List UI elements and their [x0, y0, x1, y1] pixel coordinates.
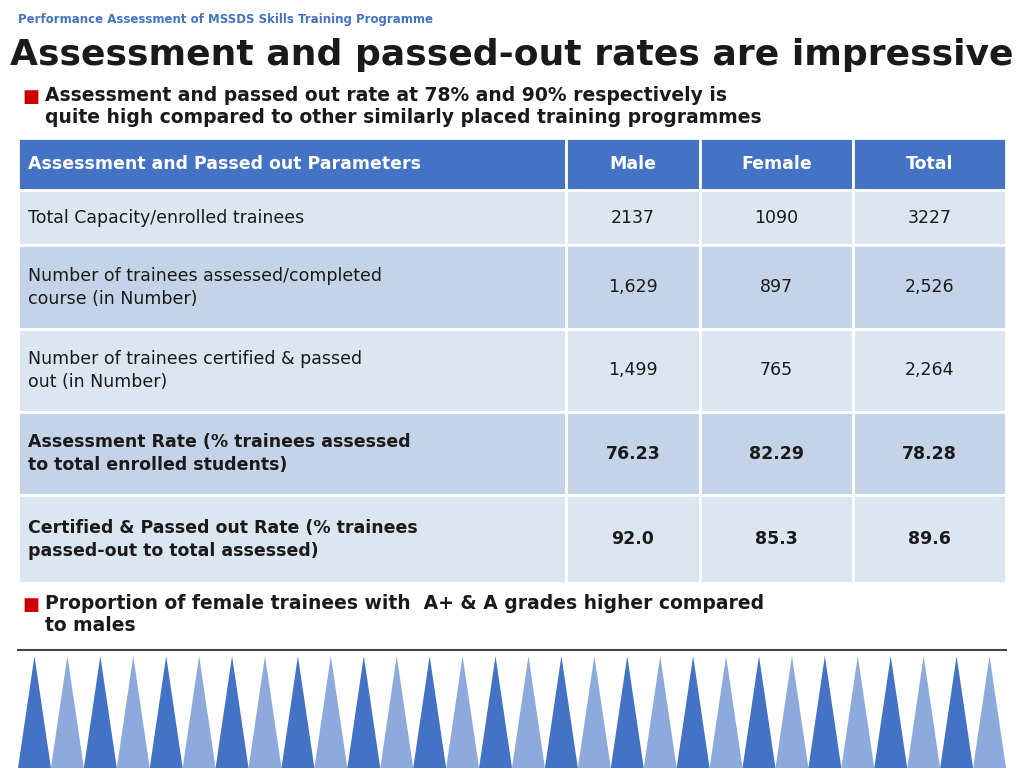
Text: 1,499: 1,499: [608, 361, 657, 379]
Polygon shape: [216, 656, 249, 768]
Polygon shape: [182, 656, 216, 768]
Bar: [18, 246, 566, 329]
Polygon shape: [249, 656, 282, 768]
Polygon shape: [775, 656, 808, 768]
Text: 78.28: 78.28: [902, 445, 956, 462]
Text: 82.29: 82.29: [749, 445, 804, 462]
Bar: [18, 190, 566, 246]
Bar: [699, 329, 853, 412]
Polygon shape: [710, 656, 742, 768]
Text: 92.0: 92.0: [611, 530, 654, 548]
Text: ■: ■: [22, 88, 39, 106]
Bar: [566, 329, 699, 412]
Polygon shape: [808, 656, 842, 768]
Polygon shape: [578, 656, 610, 768]
Polygon shape: [282, 656, 314, 768]
Polygon shape: [842, 656, 874, 768]
Bar: [853, 329, 1006, 412]
Text: 3227: 3227: [907, 209, 951, 227]
Text: Assessment and passed out rate at 78% and 90% respectively is: Assessment and passed out rate at 78% an…: [45, 86, 727, 105]
Polygon shape: [117, 656, 150, 768]
Text: Total Capacity/enrolled trainees: Total Capacity/enrolled trainees: [28, 209, 304, 227]
Polygon shape: [18, 656, 51, 768]
Bar: [566, 412, 699, 495]
Polygon shape: [940, 656, 973, 768]
Text: Certified & Passed out Rate (% trainees
passed-out to total assessed): Certified & Passed out Rate (% trainees …: [28, 518, 418, 560]
Polygon shape: [677, 656, 710, 768]
Text: 89.6: 89.6: [908, 530, 951, 548]
Text: Total: Total: [905, 155, 953, 173]
Bar: [18, 138, 566, 190]
Bar: [853, 190, 1006, 246]
Polygon shape: [479, 656, 512, 768]
Bar: [18, 495, 566, 583]
Bar: [566, 246, 699, 329]
Text: Assessment and Passed out Parameters: Assessment and Passed out Parameters: [28, 155, 421, 173]
Polygon shape: [51, 656, 84, 768]
Polygon shape: [314, 656, 347, 768]
Text: 897: 897: [760, 278, 793, 296]
Text: ■: ■: [22, 596, 39, 614]
Text: Assessment and passed-out rates are impressive: Assessment and passed-out rates are impr…: [10, 38, 1014, 72]
Polygon shape: [150, 656, 182, 768]
Bar: [699, 495, 853, 583]
Bar: [18, 412, 566, 495]
Text: Number of trainees assessed/completed
course (in Number): Number of trainees assessed/completed co…: [28, 266, 382, 307]
Polygon shape: [446, 656, 479, 768]
Bar: [699, 138, 853, 190]
Bar: [699, 412, 853, 495]
Text: 76.23: 76.23: [605, 445, 660, 462]
Text: 2,526: 2,526: [904, 278, 954, 296]
Polygon shape: [545, 656, 578, 768]
Text: to males: to males: [45, 616, 135, 635]
Polygon shape: [973, 656, 1006, 768]
Text: Number of trainees certified & passed
out (in Number): Number of trainees certified & passed ou…: [28, 350, 362, 391]
Polygon shape: [742, 656, 775, 768]
Bar: [853, 412, 1006, 495]
Text: quite high compared to other similarly placed training programmes: quite high compared to other similarly p…: [45, 108, 762, 127]
Bar: [853, 138, 1006, 190]
Bar: [566, 190, 699, 246]
Text: 2137: 2137: [611, 209, 655, 227]
Bar: [566, 495, 699, 583]
Text: Assessment Rate (% trainees assessed
to total enrolled students): Assessment Rate (% trainees assessed to …: [28, 433, 411, 474]
Bar: [699, 246, 853, 329]
Polygon shape: [84, 656, 117, 768]
Bar: [699, 190, 853, 246]
Polygon shape: [512, 656, 545, 768]
Bar: [853, 495, 1006, 583]
Polygon shape: [874, 656, 907, 768]
Bar: [566, 138, 699, 190]
Text: 2,264: 2,264: [904, 361, 954, 379]
Polygon shape: [644, 656, 677, 768]
Text: Performance Assessment of MSSDS Skills Training Programme: Performance Assessment of MSSDS Skills T…: [18, 13, 433, 26]
Polygon shape: [414, 656, 446, 768]
Text: Female: Female: [741, 155, 812, 173]
Polygon shape: [610, 656, 644, 768]
Text: Male: Male: [609, 155, 656, 173]
Polygon shape: [907, 656, 940, 768]
Text: Proportion of female trainees with  A+ & A grades higher compared: Proportion of female trainees with A+ & …: [45, 594, 764, 613]
Polygon shape: [380, 656, 414, 768]
Text: 1090: 1090: [755, 209, 799, 227]
Text: 765: 765: [760, 361, 793, 379]
Text: 1,629: 1,629: [608, 278, 657, 296]
Bar: [853, 246, 1006, 329]
Bar: [18, 329, 566, 412]
Text: 85.3: 85.3: [755, 530, 798, 548]
Polygon shape: [347, 656, 380, 768]
